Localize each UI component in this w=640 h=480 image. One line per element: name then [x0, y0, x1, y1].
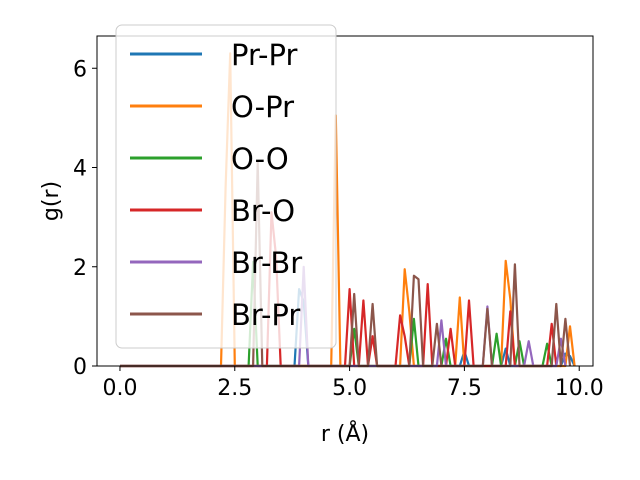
y-axis: 0 2 4 6	[73, 57, 97, 380]
y-axis-label: g(r)	[39, 181, 64, 221]
x-tick-label: 5.0	[332, 376, 367, 401]
legend-label-0: Pr-Pr	[231, 38, 297, 72]
legend-box	[115, 24, 337, 349]
y-tick-label: 2	[73, 256, 87, 281]
x-tick-label: 2.5	[217, 376, 252, 401]
y-tick-label: 6	[73, 57, 87, 82]
legend-label-5: Br-Pr	[231, 298, 300, 332]
x-tick-label: 0.0	[102, 376, 137, 401]
legend-label-2: O-O	[231, 142, 289, 176]
plot-frame	[96, 35, 594, 367]
x-axis: 0.0 2.5 5.0 7.5 10.0	[102, 366, 604, 401]
y-tick-label: 0	[73, 355, 87, 380]
x-tick-label: 10.0	[555, 376, 604, 401]
legend-label-4: Br-Br	[231, 246, 302, 280]
y-tick-label: 4	[73, 157, 87, 182]
legend-label-3: Br-O	[231, 194, 295, 228]
legend-label-1: O-Pr	[231, 90, 294, 124]
x-tick-label: 7.5	[447, 376, 482, 401]
legend: Pr-Pr O-Pr O-O Br-O Br-Br Br-Pr	[115, 24, 337, 349]
x-axis-label: r (Å)	[321, 420, 369, 447]
